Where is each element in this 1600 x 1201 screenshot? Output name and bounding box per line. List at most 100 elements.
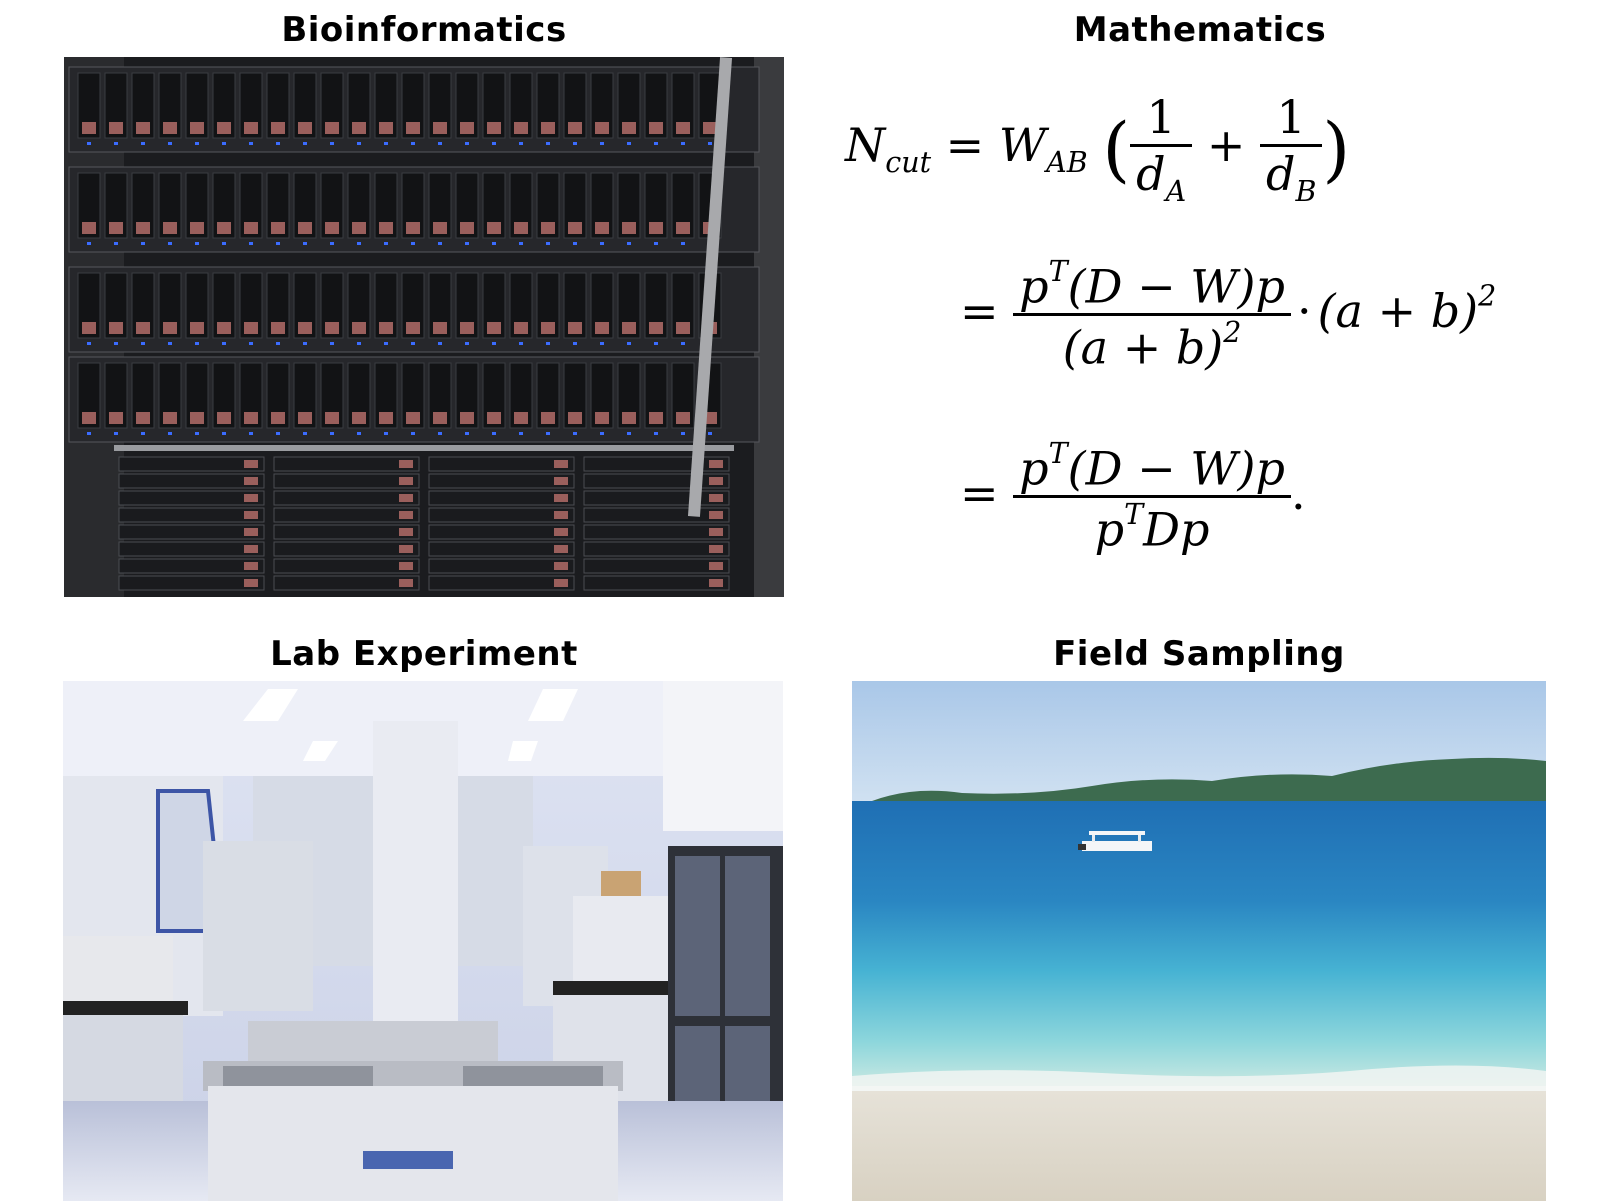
drive-bay <box>644 72 668 139</box>
drive-tab <box>541 122 555 134</box>
status-led <box>249 142 253 145</box>
status-led <box>627 142 631 145</box>
drive-bay <box>131 72 155 139</box>
drive-bay <box>401 172 425 239</box>
numerator: pT(D − W)p <box>1013 437 1291 495</box>
fraction-1-over-db: 1 dB <box>1259 90 1323 208</box>
status-led <box>330 432 334 435</box>
p-symbol: p <box>1019 441 1049 496</box>
status-led <box>519 242 523 245</box>
tail-term: (a + b) <box>1317 283 1479 338</box>
drive-tray <box>583 456 730 472</box>
dot-operator: · <box>1296 283 1312 338</box>
drive-bay <box>77 362 101 429</box>
drive-bay <box>590 72 614 139</box>
status-led <box>411 432 415 435</box>
equation-line-3: = pT(D − W)p pTDp. <box>960 437 1306 557</box>
status-led <box>357 242 361 245</box>
drive-bay <box>158 272 182 339</box>
beach-photo <box>852 681 1546 1201</box>
drive-tab <box>244 222 258 234</box>
drive-tab <box>649 412 663 424</box>
drive-tab <box>136 222 150 234</box>
status-led <box>600 242 604 245</box>
drive-tab <box>190 322 204 334</box>
status-led <box>249 342 253 345</box>
laboratory-photo <box>63 681 783 1201</box>
drive-tray <box>583 490 730 506</box>
drive-bay <box>617 272 641 339</box>
drive-bay <box>509 362 533 429</box>
status-led <box>249 242 253 245</box>
drive-tray <box>273 575 420 591</box>
status-led <box>141 142 145 145</box>
status-led <box>519 142 523 145</box>
drive-tab <box>433 412 447 424</box>
drive-tray-tab <box>244 562 258 570</box>
drive-tray <box>428 507 575 523</box>
status-led <box>492 342 496 345</box>
drive-tab <box>82 322 96 334</box>
drive-bay <box>104 272 128 339</box>
drive-tray <box>118 456 265 472</box>
status-led <box>195 142 199 145</box>
status-led <box>330 242 334 245</box>
drive-tray-tab <box>554 494 568 502</box>
drive-tab <box>136 122 150 134</box>
drive-tray-tab <box>399 460 413 468</box>
d-subscript: A <box>1165 174 1187 208</box>
d-symbol: d <box>1136 147 1166 201</box>
drive-tray-tab <box>554 562 568 570</box>
drive-bay <box>185 72 209 139</box>
status-led <box>276 342 280 345</box>
drive-bay <box>671 362 695 429</box>
drive-tray <box>428 541 575 557</box>
status-led <box>546 342 550 345</box>
denominator-rest: Dp <box>1143 502 1210 557</box>
p-symbol: p <box>1019 259 1049 314</box>
status-led <box>276 242 280 245</box>
status-led <box>411 142 415 145</box>
drive-bay <box>401 362 425 429</box>
drive-bay <box>347 72 371 139</box>
drive-bay <box>374 72 398 139</box>
drive-tab <box>460 322 474 334</box>
drive-tab <box>271 322 285 334</box>
d-subscript: B <box>1295 174 1317 208</box>
status-led <box>114 342 118 345</box>
status-led <box>195 242 199 245</box>
status-led <box>141 342 145 345</box>
drive-tray <box>118 473 265 489</box>
drive-tray <box>428 524 575 540</box>
drive-bay <box>536 72 560 139</box>
status-led <box>519 342 523 345</box>
drive-bay <box>455 72 479 139</box>
drive-bay <box>671 172 695 239</box>
w-symbol: W <box>998 117 1047 172</box>
drive-bay <box>401 72 425 139</box>
status-led <box>276 432 280 435</box>
denominator: dB <box>1259 144 1323 208</box>
status-led <box>654 242 658 245</box>
drive-tray-tab <box>399 528 413 536</box>
numerator: 1 <box>1276 90 1306 144</box>
drive-bay <box>374 172 398 239</box>
numerator-rest: (D − W)p <box>1067 259 1285 314</box>
drive-tray <box>118 490 265 506</box>
drive-bay <box>77 72 101 139</box>
denominator: (a + b)2 <box>1013 313 1291 375</box>
status-led <box>303 342 307 345</box>
drive-bay <box>482 172 506 239</box>
drive-tab <box>487 122 501 134</box>
drive-tray <box>118 541 265 557</box>
drive-tray-tab <box>244 477 258 485</box>
n-symbol: N <box>845 117 886 172</box>
drive-tab <box>271 122 285 134</box>
drive-tray-tab <box>399 579 413 587</box>
drive-tray <box>273 490 420 506</box>
drive-tab <box>514 412 528 424</box>
drive-tab <box>163 322 177 334</box>
drive-tray-tab <box>399 562 413 570</box>
drive-tray-tab <box>709 562 723 570</box>
drive-tab <box>217 322 231 334</box>
